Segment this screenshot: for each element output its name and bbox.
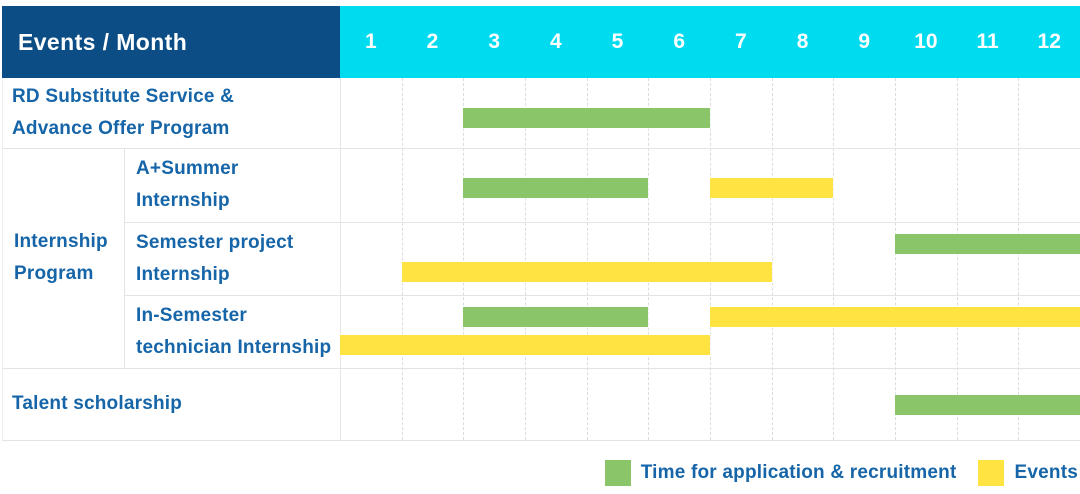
row-separator (2, 440, 1080, 441)
row-separator (124, 222, 1080, 223)
month-header-cell: 3 (488, 30, 501, 53)
month-gridline (833, 78, 835, 440)
gantt-bar-events (710, 178, 834, 198)
sub-row-label: Semester project Internship (136, 222, 336, 295)
group-sub-divider (124, 148, 125, 368)
month-header-cell: 7 (735, 30, 747, 53)
month-gridline (463, 78, 465, 440)
month-gridline (710, 78, 711, 440)
legend: Time for application & recruitment Events (604, 457, 1078, 489)
row-label-line: In-Semester (136, 304, 247, 326)
month-header-cell: 12 (1037, 30, 1061, 53)
legend-label: Time for application & recruitment (640, 462, 957, 483)
row-separator (2, 368, 1080, 369)
month-header-cell: 2 (426, 30, 439, 53)
month-header-cell: 11 (976, 30, 999, 53)
gantt-bar-application (463, 108, 710, 128)
row-label: RD Substitute Service & Advance Offer Pro… (12, 78, 336, 148)
row-label-line: RD Substitute Service & (12, 86, 235, 107)
month-header-cell: 4 (550, 30, 562, 53)
legend-swatch-application (604, 460, 631, 486)
row-label: Talent scholarship (12, 368, 336, 440)
gantt-bar-events (401, 262, 772, 282)
gantt-bar-events (710, 307, 1080, 327)
month-header-cell: 9 (858, 30, 871, 53)
sub-row-label: A+Summer Internship (136, 148, 336, 222)
month-header-cell: 5 (611, 30, 624, 53)
row-label-line: Semester project (136, 231, 294, 253)
month-header-cell: 6 (673, 30, 686, 53)
group-label-line: Program (14, 263, 94, 284)
month-gridline (648, 78, 650, 440)
row-label-line: Talent scholarship (12, 393, 183, 414)
legend-item-application: Time for application & recruitment (604, 460, 957, 486)
month-header-cell: 8 (796, 30, 809, 53)
label-chart-divider (340, 78, 341, 440)
month-gridline (895, 78, 896, 440)
month-header-cell: 10 (914, 30, 938, 53)
row-label-line: Internship (136, 263, 230, 285)
row-label-line: Internship (136, 190, 230, 211)
sub-row-label: In-Semester technician Internship (136, 295, 336, 368)
month-gridline (1018, 78, 1020, 440)
legend-swatch-events (978, 460, 1005, 486)
gantt-bar-application (463, 178, 649, 198)
gantt-bar-application (463, 307, 649, 327)
events-month-header-label: Events / Month (18, 28, 188, 55)
gantt-body: Internship Program RD Substitute Service &… (2, 78, 1080, 441)
row-label-line: technician Internship (136, 336, 332, 358)
gantt-bar-application (895, 395, 1080, 415)
group-label-line: Internship (14, 231, 108, 252)
row-separator (124, 295, 1080, 296)
month-header-row: 1 2 3 4 5 6 7 8 9 10 11 12 (340, 6, 1080, 78)
gantt-bar-events (340, 335, 710, 355)
legend-label: Events (1014, 462, 1078, 483)
events-month-header: Events / Month (2, 6, 340, 78)
row-label-line: Advance Offer Program (12, 118, 230, 139)
month-gridline (956, 78, 958, 440)
gantt-bar-application (895, 234, 1080, 254)
month-gridline (771, 78, 773, 440)
month-gridline (525, 78, 526, 440)
month-gridline (586, 78, 588, 440)
legend-item-events: Events (978, 460, 1078, 486)
row-separator (2, 148, 1080, 149)
group-label: Internship Program (14, 148, 120, 368)
row-label-line: A+Summer (136, 158, 239, 179)
month-gridline (401, 78, 403, 440)
month-header-cell: 1 (364, 30, 377, 53)
table-left-border (2, 78, 3, 440)
